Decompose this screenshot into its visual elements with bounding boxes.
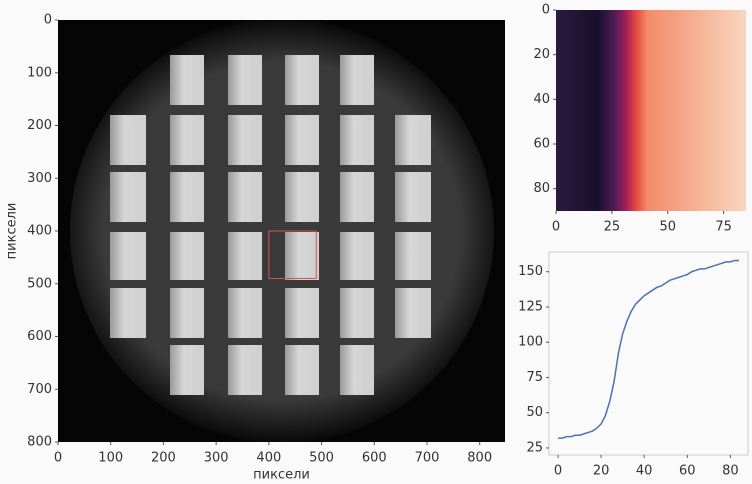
line bbox=[558, 259, 739, 439]
x-tick-label: 200 bbox=[151, 451, 176, 466]
x-tick-label: 60 bbox=[679, 464, 696, 479]
highlight-box bbox=[268, 230, 317, 279]
y-tick-label: 200 bbox=[27, 118, 52, 133]
x-tick-label: 0 bbox=[54, 451, 62, 466]
x-tick-label: 500 bbox=[309, 451, 334, 466]
x-tick-label: 75 bbox=[715, 220, 732, 235]
y-tick-label: 60 bbox=[533, 137, 550, 152]
x-tick-label: 100 bbox=[98, 451, 123, 466]
y-tick-label: 400 bbox=[27, 224, 52, 239]
y-tick-label: 125 bbox=[518, 299, 543, 314]
y-tick-label: 100 bbox=[518, 335, 543, 350]
x-axis-label: пиксели bbox=[253, 468, 310, 483]
x-tick-label: 20 bbox=[593, 464, 610, 479]
y-tick-label: 80 bbox=[533, 181, 550, 196]
x-tick-label: 800 bbox=[467, 451, 492, 466]
y-tick-label: 800 bbox=[27, 435, 52, 450]
x-tick-label: 0 bbox=[552, 220, 560, 235]
x-tick-label: 700 bbox=[415, 451, 440, 466]
x-tick-label: 80 bbox=[722, 464, 739, 479]
y-tick-label: 25 bbox=[526, 440, 543, 455]
y-axis-label: пиксели bbox=[5, 203, 20, 260]
y-tick-label: 75 bbox=[526, 370, 543, 385]
y-tick-label: 50 bbox=[526, 405, 543, 420]
y-tick-label: 700 bbox=[27, 382, 52, 397]
x-tick-label: 600 bbox=[362, 451, 387, 466]
x-tick-label: 0 bbox=[554, 464, 562, 479]
y-tick-label: 300 bbox=[27, 171, 52, 186]
x-tick-label: 400 bbox=[256, 451, 281, 466]
x-tick-label: 50 bbox=[659, 220, 676, 235]
y-tick-label: 600 bbox=[27, 329, 52, 344]
x-tick-label: 300 bbox=[204, 451, 229, 466]
y-tick-label: 40 bbox=[533, 92, 550, 107]
x-tick-label: 25 bbox=[604, 220, 621, 235]
y-tick-label: 500 bbox=[27, 276, 52, 291]
y-tick-label: 0 bbox=[542, 3, 550, 18]
y-tick-label: 20 bbox=[533, 47, 550, 62]
heatmap-image bbox=[556, 10, 746, 211]
y-tick-label: 0 bbox=[44, 13, 52, 28]
y-tick-label: 100 bbox=[27, 65, 52, 80]
plot-frame bbox=[548, 251, 749, 456]
y-tick-label: 150 bbox=[518, 264, 543, 279]
x-tick-label: 40 bbox=[636, 464, 653, 479]
